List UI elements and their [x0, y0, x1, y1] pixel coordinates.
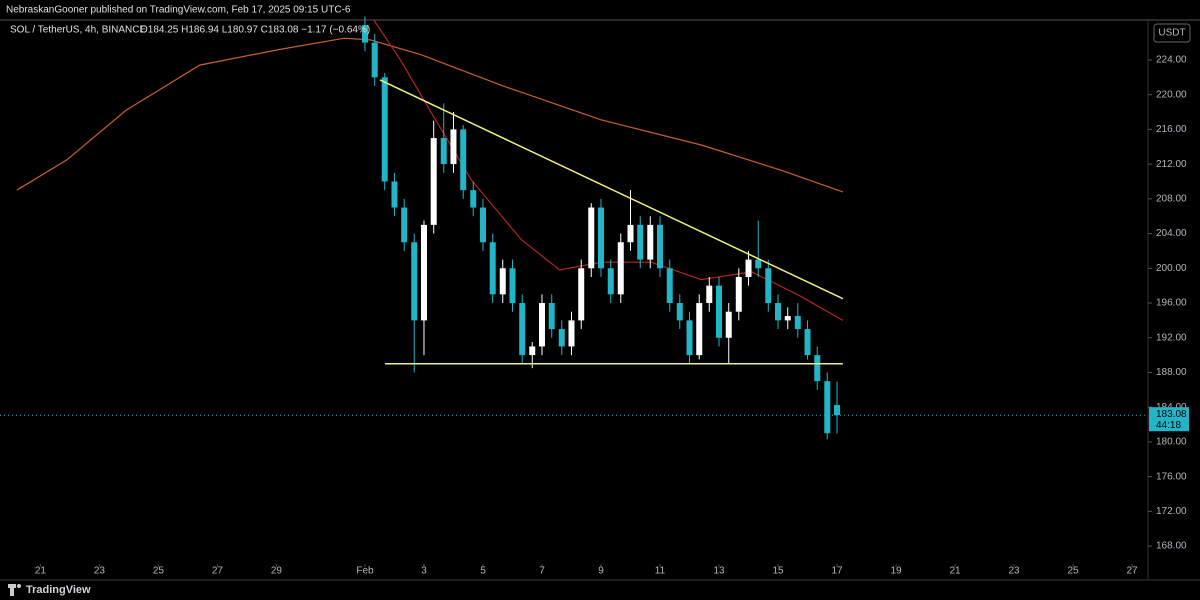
- candle-body: [775, 303, 782, 321]
- candle-body: [804, 329, 811, 356]
- x-tick-label: 29: [271, 566, 283, 577]
- y-tick-label: 220.00: [1156, 89, 1187, 100]
- y-tick-label: 196.00: [1156, 298, 1187, 309]
- currency: USDT: [1158, 28, 1185, 39]
- y-tick-label: 208.00: [1156, 193, 1187, 204]
- candle-body: [607, 268, 614, 295]
- x-tick-label: 21: [949, 566, 961, 577]
- candle-body: [657, 224, 664, 269]
- last-price-label: 183.08: [1156, 409, 1187, 420]
- moving-average: [16, 37, 844, 193]
- candle-body: [666, 268, 673, 304]
- last-price-box: [1149, 407, 1189, 432]
- x-tick-label: 9: [598, 566, 604, 577]
- y-tick-label: 204.00: [1156, 228, 1187, 239]
- candle-body: [676, 303, 683, 321]
- y-tick-label: 192.00: [1156, 332, 1187, 343]
- x-tick-label: 23: [1008, 566, 1020, 577]
- x-tick-label: 23: [94, 566, 106, 577]
- candle-body: [627, 224, 634, 243]
- candle-body: [834, 405, 841, 416]
- candle-body: [361, 25, 368, 43]
- plot: [0, 16, 1148, 440]
- candle-body: [568, 320, 575, 347]
- x-tick-label: 21: [35, 566, 47, 577]
- brand: TradingView: [26, 584, 91, 596]
- candle-body: [450, 129, 457, 165]
- candle-body: [558, 329, 565, 347]
- candle-body: [391, 181, 398, 208]
- brand-logo: [8, 584, 21, 596]
- candle-body: [538, 303, 545, 347]
- candle-body: [706, 285, 713, 304]
- x-tick-label: 7: [539, 566, 545, 577]
- candle-body: [578, 268, 585, 321]
- x-tick-label: 3: [421, 566, 427, 577]
- y-tick-label: 200.00: [1156, 263, 1187, 274]
- candle-body: [548, 303, 555, 330]
- x-tick-label: 5: [480, 566, 486, 577]
- candle-body: [765, 268, 772, 304]
- candle-body: [617, 242, 624, 295]
- candle-body: [470, 190, 477, 208]
- candle-body: [716, 285, 723, 338]
- candle-body: [725, 311, 732, 338]
- x-tick-label: 27: [212, 566, 224, 577]
- x-tick-label: 25: [1067, 566, 1079, 577]
- candle-body: [489, 242, 496, 295]
- y-tick-label: 168.00: [1156, 541, 1187, 552]
- y-tick-label: 176.00: [1156, 471, 1187, 482]
- candle-body: [401, 207, 408, 243]
- candle-body: [696, 303, 703, 356]
- y-tick-label: 172.00: [1156, 506, 1187, 517]
- x-tick-label: 11: [655, 566, 666, 577]
- candle-body: [784, 316, 791, 321]
- candle-body: [430, 138, 437, 225]
- candle-body: [371, 42, 378, 78]
- candle-body: [647, 224, 654, 260]
- x-tick-label: Feb: [356, 566, 374, 577]
- candle-body: [824, 381, 831, 434]
- candle-body: [440, 138, 447, 165]
- x-tick-label: 15: [772, 566, 784, 577]
- candle-body: [411, 242, 418, 321]
- candle-body: [381, 77, 388, 182]
- candle-body: [499, 268, 506, 295]
- candle-body: [509, 268, 516, 304]
- y-tick-label: 180.00: [1156, 437, 1187, 448]
- publisher: NebraskanGooner published on TradingView…: [6, 5, 351, 16]
- candle-body: [755, 259, 762, 269]
- x-tick-label: 25: [153, 566, 165, 577]
- countdown: 44:18: [1156, 420, 1181, 431]
- y-tick-label: 188.00: [1156, 367, 1187, 378]
- symbol: SOL / TetherUS, 4h, BINANCE: [10, 25, 146, 36]
- candle-body: [460, 129, 467, 191]
- candle-body: [745, 259, 752, 277]
- candle-body: [637, 224, 644, 260]
- y-tick-label: 224.00: [1156, 55, 1187, 66]
- candle-body: [588, 207, 595, 269]
- candle-body: [794, 316, 801, 330]
- x-tick-label: 13: [713, 566, 725, 577]
- candle-body: [735, 276, 742, 312]
- ohlc: O184.25 H186.94 L180.97 C183.08 −1.17 (−…: [140, 25, 370, 36]
- candle-body: [529, 346, 536, 356]
- trendline: [379, 79, 844, 300]
- x-tick-label: 19: [890, 566, 902, 577]
- x-tick-label: 27: [1127, 566, 1139, 577]
- candle-body: [420, 224, 427, 321]
- candle-body: [686, 320, 693, 356]
- y-tick-label: 212.00: [1156, 159, 1187, 170]
- candle-body: [479, 207, 486, 243]
- candle-body: [597, 207, 604, 269]
- y-tick-label: 216.00: [1156, 124, 1187, 135]
- currency-box[interactable]: [1153, 23, 1191, 43]
- x-tick-label: 17: [831, 566, 843, 577]
- candle-body: [519, 303, 526, 356]
- candle-body: [814, 355, 821, 382]
